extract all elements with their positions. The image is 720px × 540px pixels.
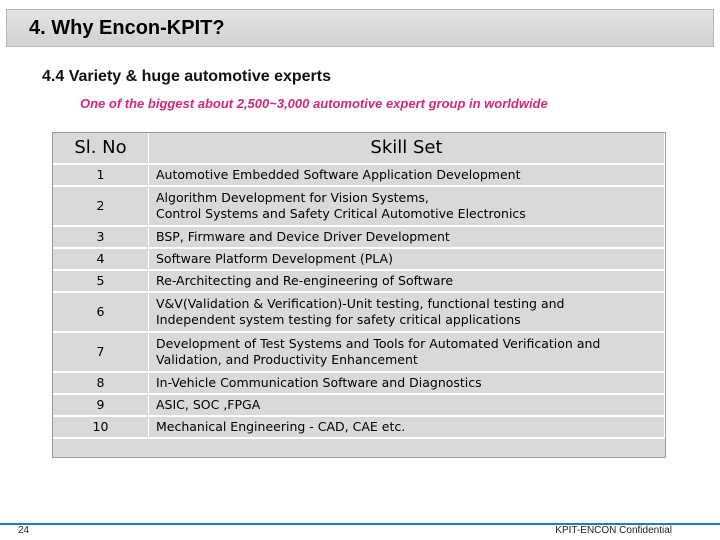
row-skill: V&V(Validation & Verification)-Unit test…	[149, 293, 665, 333]
table-row: 6 V&V(Validation & Verification)-Unit tes…	[53, 293, 665, 333]
skill-text: Control Systems and Safety Critical Auto…	[156, 206, 526, 221]
skill-text: V&V(Validation & Verification)-Unit test…	[156, 296, 565, 311]
skill-table: Sl. No Skill Set 1 Automotive Embedded So…	[53, 133, 665, 439]
page-number: 24	[18, 525, 30, 536]
row-skill: In-Vehicle Communication Software and Di…	[149, 373, 665, 395]
row-number: 1	[53, 165, 149, 187]
tagline: One of the biggest about 2,500~3,000 aut…	[80, 96, 548, 111]
section-subtitle: 4.4 Variety & huge automotive experts	[42, 68, 331, 85]
skill-text: Development of Test Systems and Tools fo…	[156, 336, 601, 351]
skill-text: Software Platform Development (PLA)	[156, 251, 393, 266]
skill-table-body: 1 Automotive Embedded Software Applicatio…	[53, 165, 665, 439]
slide-title: 4. Why Encon-KPIT?	[29, 17, 225, 39]
table-row: 2 Algorithm Development for Vision System…	[53, 187, 665, 227]
row-number: 6	[53, 293, 149, 333]
skill-text: ASIC, SOC ,FPGA	[156, 397, 261, 412]
table-row: 5 Re-Architecting and Re-engineering of S…	[53, 271, 665, 293]
skill-text: Mechanical Engineering - CAD, CAE etc.	[156, 419, 406, 434]
table-row: 8 In-Vehicle Communication Software and D…	[53, 373, 665, 395]
table-header-row: Sl. No Skill Set	[53, 133, 665, 165]
confidential-label: KPIT-ENCON Confidential	[555, 525, 672, 536]
row-number: 7	[53, 333, 149, 373]
skill-table-container: Sl. No Skill Set 1 Automotive Embedded So…	[52, 132, 666, 458]
skill-text: Independent system testing for safety cr…	[156, 312, 521, 327]
table-row: 7 Development of Test Systems and Tools f…	[53, 333, 665, 373]
row-skill: Algorithm Development for Vision Systems…	[149, 187, 665, 227]
footer-divider	[0, 523, 720, 525]
skill-text: In-Vehicle Communication Software and Di…	[156, 375, 482, 390]
row-skill: BSP, Firmware and Device Driver Developm…	[149, 227, 665, 249]
header-skill-set: Skill Set	[149, 133, 665, 165]
table-row: 10 Mechanical Engineering - CAD, CAE etc.	[53, 417, 665, 439]
table-row: 4 Software Platform Development (PLA)	[53, 249, 665, 271]
skill-text: Re-Architecting and Re-engineering of So…	[156, 273, 454, 288]
row-skill: ASIC, SOC ,FPGA	[149, 395, 665, 417]
row-skill: Re-Architecting and Re-engineering of So…	[149, 271, 665, 293]
row-number: 5	[53, 271, 149, 293]
row-number: 8	[53, 373, 149, 395]
row-skill: Software Platform Development (PLA)	[149, 249, 665, 271]
row-skill: Mechanical Engineering - CAD, CAE etc.	[149, 417, 665, 439]
table-row: 3 BSP, Firmware and Device Driver Develop…	[53, 227, 665, 249]
row-number: 9	[53, 395, 149, 417]
skill-text: Algorithm Development for Vision Systems…	[156, 190, 429, 205]
row-skill: Development of Test Systems and Tools fo…	[149, 333, 665, 373]
row-skill: Automotive Embedded Software Application…	[149, 165, 665, 187]
row-number: 10	[53, 417, 149, 439]
row-number: 3	[53, 227, 149, 249]
header-sl-no: Sl. No	[53, 133, 149, 165]
table-row: 1 Automotive Embedded Software Applicatio…	[53, 165, 665, 187]
skill-text: Automotive Embedded Software Application…	[156, 167, 521, 182]
table-row: 9 ASIC, SOC ,FPGA	[53, 395, 665, 417]
title-bar: 4. Why Encon-KPIT?	[6, 9, 714, 47]
row-number: 4	[53, 249, 149, 271]
skill-text: Validation, and Productivity Enhancement	[156, 352, 418, 367]
skill-text: BSP, Firmware and Device Driver Developm…	[156, 229, 450, 244]
row-number: 2	[53, 187, 149, 227]
